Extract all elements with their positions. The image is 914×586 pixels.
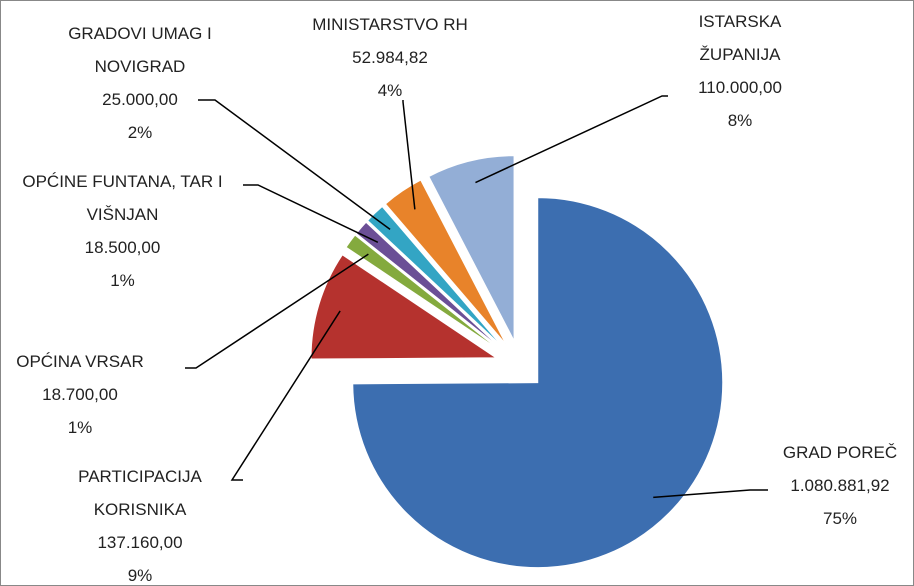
leader-line: [243, 184, 379, 243]
leader-line: [475, 95, 668, 184]
category: PARTICIPACIJA KORISNIKA: [78, 467, 202, 519]
pie-slice: [384, 179, 507, 345]
slice-label: MINISTARSTVO RH 52.984,82 4%: [280, 8, 500, 107]
category: ISTARSKA ŽUPANIJA: [698, 12, 782, 64]
percentage-label: 4%: [377, 81, 403, 100]
percentage-label: 1%: [110, 271, 135, 290]
percentage-label: 75%: [822, 509, 858, 528]
pie-slice: [352, 197, 724, 569]
leader-line: [230, 310, 341, 481]
slice-label: ISTARSKA ŽUPANIJA 110.000,00 8%: [670, 5, 810, 137]
category: MINISTARSTVO RH: [312, 15, 468, 34]
value-label: 52.984,82: [352, 48, 428, 67]
slice-label: PARTICIPACIJA KORISNIKA 137.160,00 9%: [40, 460, 240, 586]
leader-line: [198, 99, 391, 230]
percentage-label: 2%: [127, 123, 153, 142]
slice-label: OPĆINE FUNTANA, TAR I VIŠNJAN 18.500,00 1%: [5, 165, 240, 297]
category: GRAD POREČ: [782, 443, 898, 462]
pie-slice: [355, 221, 502, 350]
slice-label: GRAD POREČ 1.080.881,92 75%: [755, 436, 914, 535]
pie-slice: [345, 234, 501, 351]
category: OPĆINE FUNTANA, TAR I VIŠNJAN: [22, 172, 223, 224]
value-label: 18.500,00: [84, 238, 161, 257]
percentage-label: 8%: [727, 111, 753, 130]
percentage-label: 9%: [127, 566, 153, 585]
value-label: 110.000,00: [698, 78, 782, 97]
category: OPĆINA VRSAR: [16, 352, 144, 371]
value-label: 137.160,00: [97, 533, 183, 552]
pie-slice: [428, 155, 515, 341]
value-label: 18.700,00: [42, 385, 118, 404]
pie-slice: [366, 205, 504, 348]
slice-label: GRADOVI UMAG I NOVIGRAD 25.000,00 2%: [40, 17, 240, 149]
percentage-label: 1%: [67, 418, 93, 437]
leader-line: [185, 253, 369, 369]
category: GRADOVI UMAG I NOVIGRAD: [68, 24, 212, 76]
value-label: 25.000,00: [102, 90, 178, 109]
leader-line: [653, 489, 768, 499]
leader-line: [402, 100, 416, 210]
slice-label: OPĆINA VRSAR 18.700,00 1%: [0, 345, 160, 444]
value-label: 1.080.881,92: [790, 476, 890, 495]
